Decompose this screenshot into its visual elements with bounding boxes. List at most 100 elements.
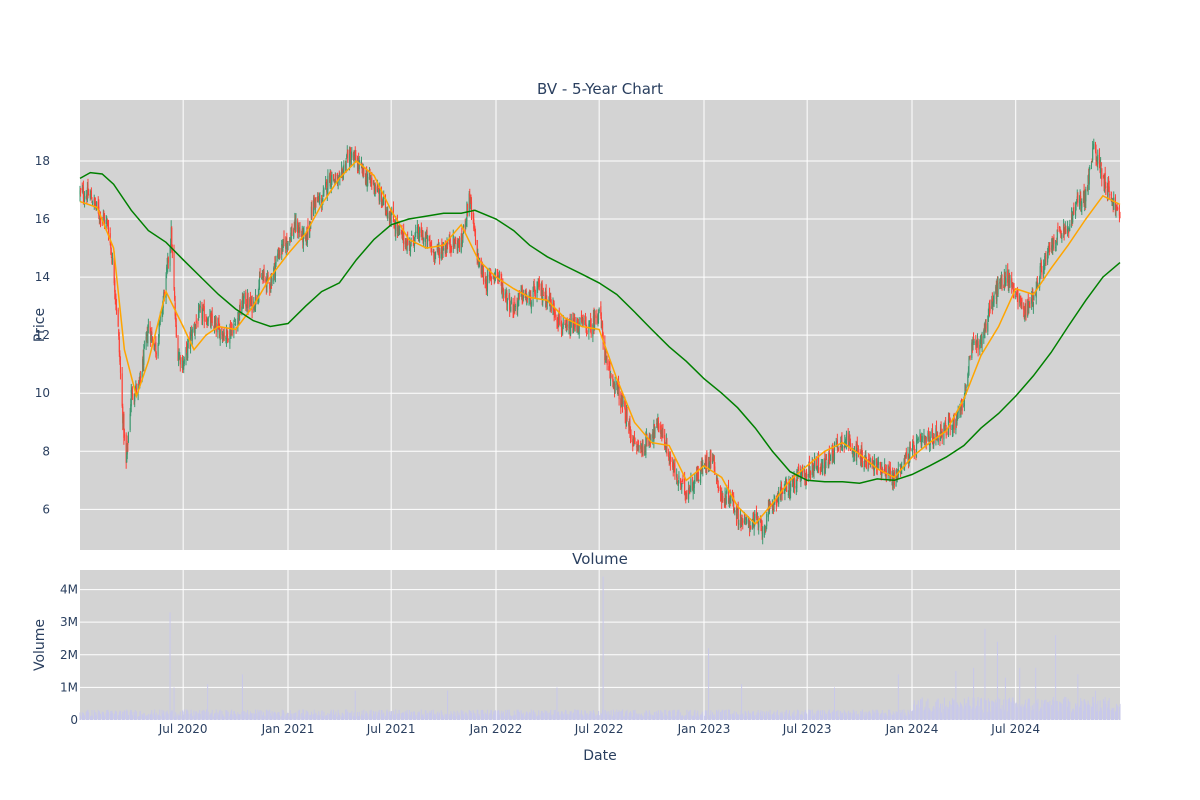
volume-bars — [79, 576, 1121, 720]
volume-bar — [562, 714, 564, 720]
candle-body — [802, 469, 804, 473]
volume-bar — [277, 713, 279, 720]
candle-body — [237, 318, 239, 328]
volume-bar — [478, 715, 480, 720]
volume-bar — [353, 715, 355, 720]
candle-body — [401, 232, 404, 241]
volume-bar — [1035, 700, 1037, 720]
volume-bar — [581, 714, 583, 720]
candle-body — [115, 295, 117, 305]
candle-body — [913, 442, 915, 448]
volume-bar — [915, 710, 917, 720]
volume-bar — [689, 710, 691, 720]
candle-body — [558, 310, 560, 325]
volume-bar — [949, 703, 951, 720]
volume-bar — [925, 701, 927, 720]
candle-body — [253, 304, 255, 310]
candle-body — [1071, 214, 1073, 226]
candle-body — [680, 478, 682, 486]
volume-bar — [395, 709, 397, 720]
volume-bar — [1102, 699, 1104, 720]
volume-bar — [410, 716, 412, 720]
candle-body — [737, 507, 739, 511]
volume-bar — [492, 714, 494, 720]
candle-body — [186, 345, 188, 347]
candle-body — [448, 237, 450, 244]
volume-bar — [166, 714, 168, 720]
candle-body — [1032, 294, 1034, 306]
volume-bar — [1079, 705, 1081, 720]
volume-bar — [283, 712, 285, 720]
volume-bar — [1028, 698, 1030, 720]
candle-body — [708, 462, 710, 470]
volume-bar — [929, 709, 931, 720]
candle-body — [752, 515, 754, 525]
candle-body — [689, 486, 691, 491]
candle-body — [442, 252, 444, 254]
candle-body — [390, 214, 392, 225]
candle-body — [949, 418, 951, 422]
volume-bar — [211, 709, 213, 720]
volume-bar — [815, 713, 817, 720]
volume-bar — [302, 709, 304, 720]
candle-body — [149, 326, 151, 334]
volume-bar — [1047, 702, 1049, 720]
candle-body — [103, 217, 106, 225]
volume-bar — [625, 715, 627, 720]
volume-bar — [422, 713, 424, 720]
candle-body — [385, 209, 387, 211]
volume-bar — [1059, 701, 1061, 720]
volume-bar — [405, 714, 407, 720]
candle-body — [1039, 277, 1041, 288]
volume-bar — [913, 704, 915, 720]
candle-body — [329, 173, 331, 187]
volume-bar — [494, 710, 496, 720]
volume-bar — [861, 709, 863, 720]
candle-body — [971, 342, 973, 358]
volume-bar — [1091, 707, 1093, 720]
candle-body — [460, 237, 462, 253]
candle-body — [122, 416, 124, 427]
volume-bar — [199, 713, 201, 720]
volume-bar — [1114, 711, 1116, 720]
candle-body — [464, 224, 466, 228]
volume-bar — [198, 714, 200, 720]
volume-bar — [1056, 710, 1058, 720]
volume-bar — [569, 716, 571, 720]
volume-bar — [154, 716, 156, 720]
volume-bar — [880, 713, 882, 720]
volume-bar — [908, 711, 910, 720]
candle-body — [641, 446, 643, 453]
volume-bar — [206, 716, 208, 720]
volume-bar — [819, 710, 821, 720]
candle-body — [361, 167, 363, 169]
candle-body — [601, 323, 603, 326]
volume-bar — [756, 712, 758, 720]
candle-body — [1007, 269, 1009, 283]
candle-body — [457, 238, 459, 243]
volume-bar — [1064, 701, 1066, 720]
candle-body — [162, 304, 164, 313]
candle-body — [243, 297, 245, 305]
volume-bar — [644, 713, 646, 720]
volume-bar — [421, 715, 423, 720]
volume-bar — [588, 715, 590, 720]
candle-body — [526, 297, 528, 300]
volume-bar — [787, 713, 789, 720]
candle-body — [445, 245, 447, 253]
candle-body — [637, 444, 640, 446]
candle-body — [753, 513, 755, 527]
volume-bar — [255, 713, 257, 720]
candle-body — [278, 251, 280, 258]
volume-bar — [524, 716, 526, 720]
candle-body — [500, 273, 502, 281]
moving-average-short-line — [79, 159, 1121, 526]
candle-body — [352, 156, 355, 160]
candle-body — [1020, 303, 1022, 305]
volume-bar — [1045, 699, 1047, 720]
volume-bar — [1117, 705, 1119, 720]
candle-body — [792, 479, 795, 486]
volume-bar — [126, 710, 128, 720]
candle-body — [609, 373, 612, 381]
candle-body — [912, 444, 914, 450]
